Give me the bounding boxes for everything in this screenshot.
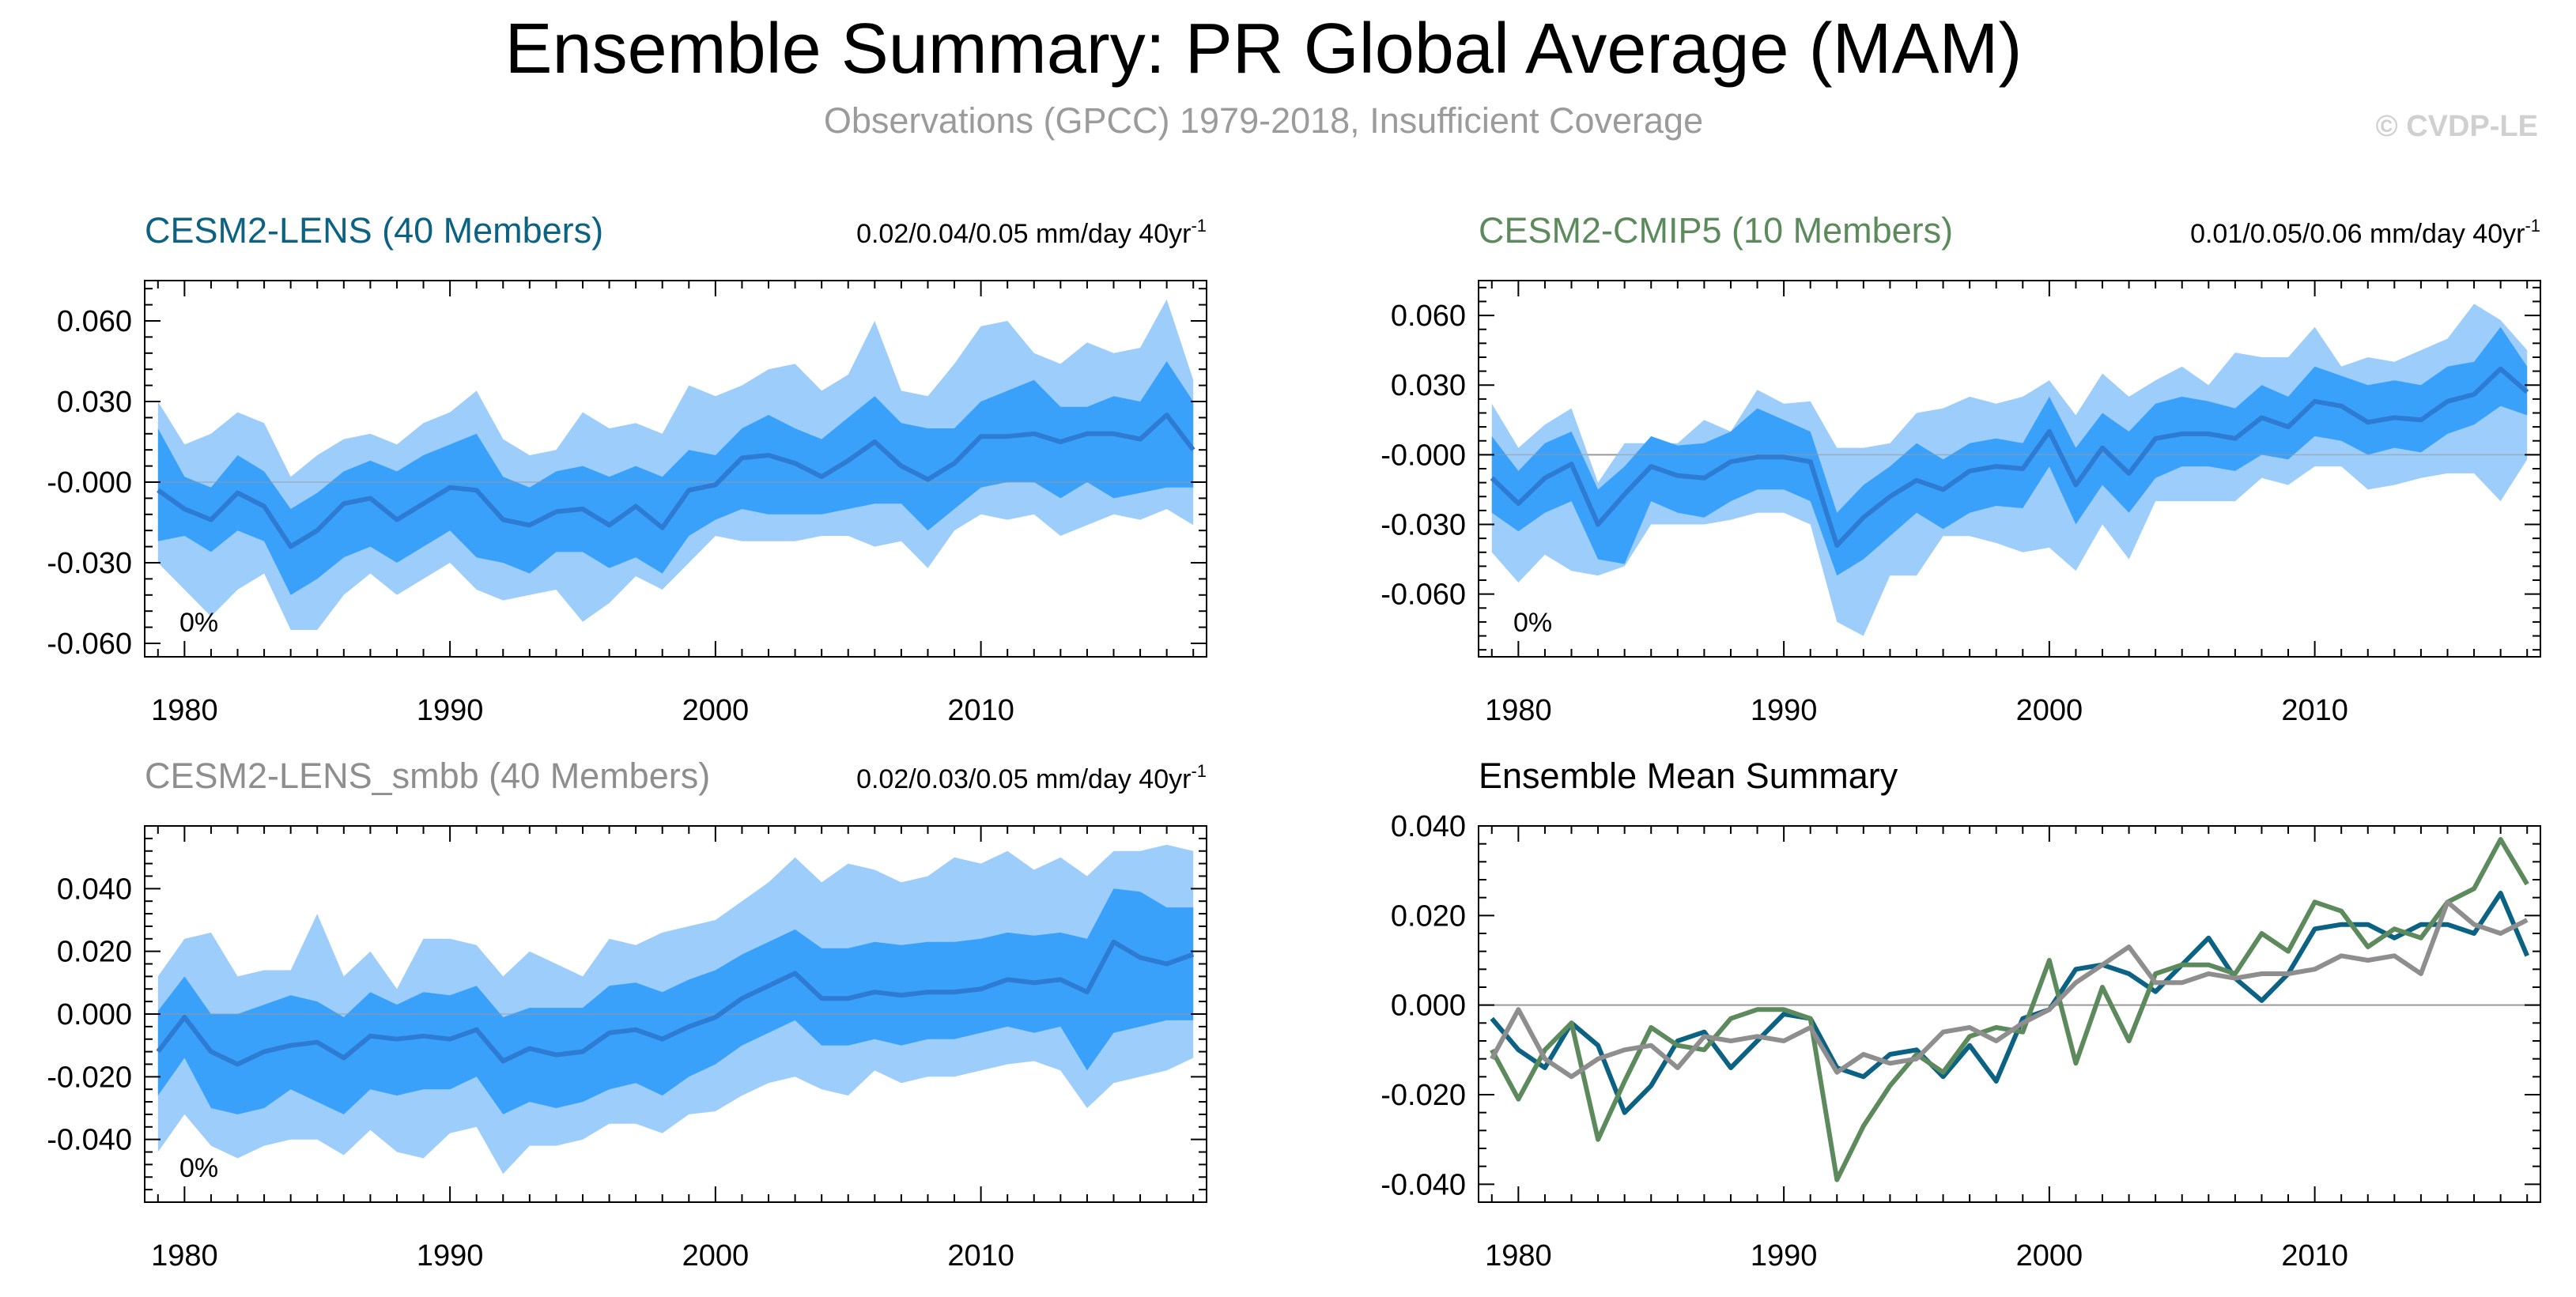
ensemble-inner-range-band <box>1491 326 2528 576</box>
series-line-smbb <box>1490 899 2529 1080</box>
plot-area <box>1479 837 2540 1182</box>
panel-cesm2-lens-smbb: 1980 1990 2000 2010 0.040 0.020 0.000 -0.020 -0.… <box>47 756 1207 1272</box>
figure-title: Ensemble Summary: PR Global Average (MAM… <box>504 9 2022 89</box>
x-tick-label: 1980 <box>151 1239 218 1272</box>
plot-area <box>145 844 1207 1174</box>
x-tick-label: 2000 <box>682 694 750 727</box>
coverage-label: 0% <box>179 1153 218 1183</box>
y-tick-label: -0.020 <box>47 1061 132 1094</box>
series-line-lens <box>1490 891 2529 1115</box>
y-tick-label: -0.040 <box>1381 1168 1466 1201</box>
y-tick-label: 0.060 <box>57 305 132 338</box>
x-tick-label: 1990 <box>417 694 484 727</box>
trend-label: 0.01/0.05/0.06 mm/day 40yr-1 <box>2190 216 2540 249</box>
y-tick-label: -0.020 <box>1381 1079 1466 1112</box>
trend-label: 0.02/0.04/0.05 mm/day 40yr-1 <box>856 216 1207 249</box>
trend-label-superscript: -1 <box>2525 216 2540 236</box>
ensemble-inner-range-band <box>157 361 1194 595</box>
y-tick-label: -0.040 <box>47 1124 132 1157</box>
y-tick-label: 0.030 <box>1391 369 1466 402</box>
panel-cesm2-cmip5: 1980 1990 2000 2010 0.060 0.030 -0.000 -0.030 -0… <box>1381 210 2541 727</box>
trend-label-superscript: -1 <box>1191 761 1207 781</box>
panel-title: CESM2-CMIP5 (10 Members) <box>1479 210 1953 251</box>
plot-frame <box>1478 825 2541 1203</box>
panel-title: CESM2-LENS (40 Members) <box>145 210 603 251</box>
panel-title: CESM2-LENS_smbb (40 Members) <box>145 756 710 796</box>
x-tick-label: 2010 <box>947 694 1014 727</box>
y-tick-label: 0.040 <box>57 873 132 906</box>
x-tick-label: 2000 <box>682 1239 750 1272</box>
y-tick-label: -0.060 <box>47 628 132 661</box>
x-tick-label: 1980 <box>151 694 218 727</box>
x-tick-label: 1990 <box>1751 1239 1818 1272</box>
coverage-label: 0% <box>179 608 218 638</box>
y-tick-label: -0.030 <box>1381 509 1466 542</box>
trend-label-text: 0.01/0.05/0.06 mm/day 40yr <box>2190 219 2525 249</box>
panel-cesm2-lens: 1980 1990 2000 2010 0.060 0.030 -0.000 -0.030 -0… <box>47 210 1207 727</box>
y-tick-label: 0.030 <box>57 386 132 419</box>
y-tick-label: 0.020 <box>57 936 132 969</box>
x-tick-label: 1990 <box>417 1239 484 1272</box>
x-tick-label: 2010 <box>2281 694 2348 727</box>
trend-label-superscript: -1 <box>1191 216 1207 236</box>
ensemble-mean-line <box>157 413 1195 549</box>
x-tick-label: 1990 <box>1751 694 1818 727</box>
x-tick-label: 2000 <box>2016 694 2083 727</box>
y-tick-label: -0.030 <box>47 547 132 580</box>
y-tick-label: 0.000 <box>1391 990 1466 1023</box>
x-tick-label: 1980 <box>1485 694 1552 727</box>
x-tick-label: 2010 <box>947 1239 1014 1272</box>
ensemble-mean-line <box>156 939 1195 1067</box>
plot-area <box>145 299 1207 630</box>
y-tick-label: 0.020 <box>1391 899 1466 933</box>
trend-label: 0.02/0.03/0.05 mm/day 40yr-1 <box>856 761 1207 794</box>
figure-subtitle: Observations (GPCC) 1979-2018, Insuffici… <box>824 100 1703 141</box>
plot-frame <box>144 280 1207 658</box>
y-tick-label: 0.060 <box>1391 300 1466 333</box>
y-tick-label: 0.040 <box>1391 810 1466 843</box>
x-tick-label: 2010 <box>2281 1239 2348 1272</box>
coverage-label: 0% <box>1513 608 1552 638</box>
ensemble-mean-line <box>1490 366 2529 548</box>
panel-title: Ensemble Mean Summary <box>1479 756 1898 796</box>
watermark: © CVDP-LE <box>2376 110 2538 143</box>
trend-label-text: 0.02/0.03/0.05 mm/day 40yr <box>856 764 1191 794</box>
y-tick-label: -0.000 <box>47 466 132 500</box>
x-tick-label: 1980 <box>1485 1239 1552 1272</box>
y-tick-label: -0.000 <box>1381 439 1466 472</box>
y-tick-label: 0.000 <box>57 998 132 1031</box>
panel-ensemble-mean-summary: 1980 1990 2000 2010 0.040 0.020 0.000 -0.020 -0.… <box>1381 756 2541 1272</box>
trend-label-text: 0.02/0.04/0.05 mm/day 40yr <box>856 219 1191 249</box>
x-tick-label: 2000 <box>2016 1239 2083 1272</box>
y-tick-label: -0.060 <box>1381 579 1466 612</box>
ensemble-inner-range-band <box>157 888 1194 1114</box>
plot-area <box>1479 304 2540 636</box>
